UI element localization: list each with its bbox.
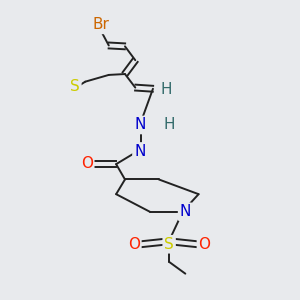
Text: S: S [164, 237, 174, 252]
Text: H: H [164, 118, 175, 133]
Text: N: N [180, 204, 191, 219]
Text: N: N [134, 118, 146, 133]
Text: H: H [160, 82, 172, 97]
Text: N: N [134, 144, 146, 159]
Text: O: O [81, 156, 93, 171]
Text: S: S [70, 79, 80, 94]
Text: Br: Br [93, 17, 110, 32]
Text: O: O [199, 237, 211, 252]
Text: O: O [128, 237, 140, 252]
